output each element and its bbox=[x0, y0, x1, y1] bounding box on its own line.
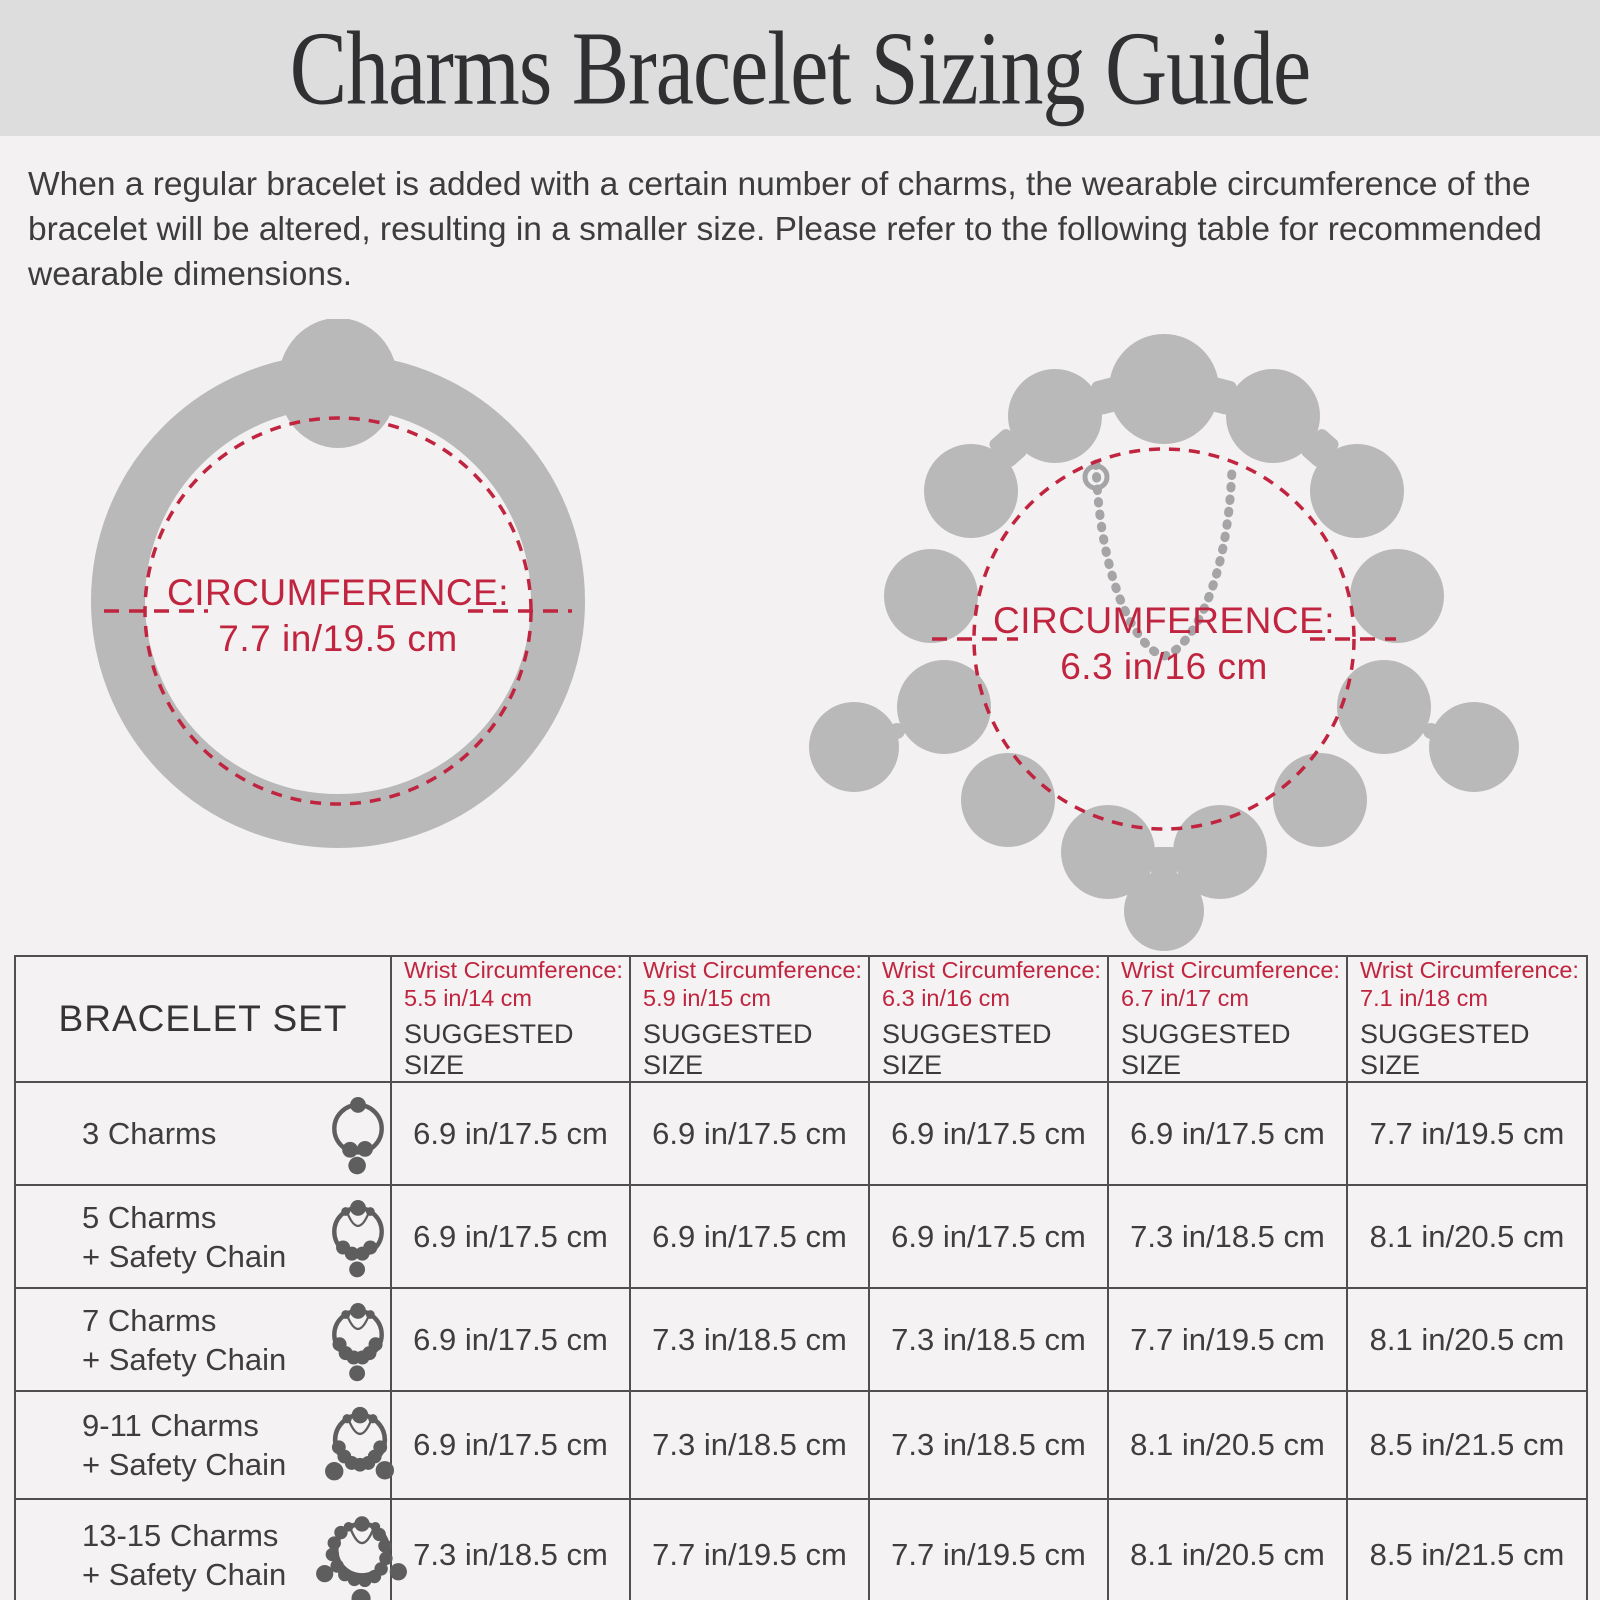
charm-bracelet-illustration: CIRCUMFERENCE: 6.3 in/16 cm bbox=[809, 334, 1519, 951]
dangle-charms bbox=[809, 702, 1519, 951]
plain-bracelet-illustration: CIRCUMFERENCE: 7.7 in/19.5 cm bbox=[91, 319, 585, 848]
clasp-connector-left bbox=[237, 381, 271, 413]
suggested-size-label: SUGGESTED SIZE bbox=[1360, 1019, 1530, 1080]
table-row-9-11-charms: 9-11 Charms + Safety Chain bbox=[14, 1390, 1588, 1500]
size-cell: 7.7 in/19.5 cm bbox=[1107, 1287, 1348, 1392]
bracelet-diagrams: CIRCUMFERENCE: 7.7 in/19.5 cm bbox=[0, 307, 1600, 955]
bracelet-9-11-charms-safety-chain-icon bbox=[314, 1392, 420, 1498]
size-cell: 6.9 in/17.5 cm bbox=[390, 1287, 631, 1392]
intro-paragraph: When a regular bracelet is added with a … bbox=[28, 166, 1542, 293]
size-cell: 7.3 in/18.5 cm bbox=[629, 1390, 870, 1500]
size-cell: 7.3 in/18.5 cm bbox=[629, 1287, 870, 1392]
bracelet-3-charms-icon bbox=[314, 1083, 416, 1184]
safety-chain-hook bbox=[1082, 463, 1110, 491]
suggested-size-label: SUGGESTED SIZE bbox=[1121, 1019, 1291, 1080]
size-cell: 6.9 in/17.5 cm bbox=[629, 1184, 870, 1289]
bracelet-set-cell: 5 Charms + Safety Chain bbox=[14, 1184, 392, 1289]
size-cell: 7.3 in/18.5 cm bbox=[1107, 1184, 1348, 1289]
plain-circumference-label: CIRCUMFERENCE: bbox=[167, 572, 509, 613]
bracelet-set-label: 7 Charms + Safety Chain bbox=[82, 1302, 287, 1377]
size-cell: 8.5 in/21.5 cm bbox=[1346, 1498, 1588, 1600]
bracelet-set-label: 5 Charms + Safety Chain bbox=[82, 1199, 287, 1274]
suggested-size-label: SUGGESTED SIZE bbox=[643, 1019, 813, 1080]
charm-circumference-label: CIRCUMFERENCE: bbox=[993, 600, 1335, 641]
bracelet-set-label: 3 Charms bbox=[82, 1116, 217, 1151]
suggested-size-label: SUGGESTED SIZE bbox=[404, 1019, 574, 1080]
charm-circumference-value: 6.3 in/16 cm bbox=[1060, 646, 1268, 687]
column-header-wrist-18cm: Wrist Circumference: 7.1 in/18 cm SUGGES… bbox=[1346, 955, 1588, 1083]
plain-circumference-value: 7.7 in/19.5 cm bbox=[218, 618, 457, 659]
size-cell: 8.1 in/20.5 cm bbox=[1107, 1498, 1348, 1600]
size-cell: 8.1 in/20.5 cm bbox=[1346, 1287, 1588, 1392]
bracelet-set-label: 13-15 Charms + Safety Chain bbox=[82, 1518, 287, 1592]
size-cell: 7.7 in/19.5 cm bbox=[868, 1498, 1109, 1600]
wrist-circumference-label: Wrist Circumference: 6.7 in/17 cm bbox=[1121, 957, 1340, 1011]
size-cell: 6.9 in/17.5 cm bbox=[390, 1184, 631, 1289]
size-cell: 8.5 in/21.5 cm bbox=[1346, 1390, 1588, 1500]
size-cell: 7.7 in/19.5 cm bbox=[629, 1498, 870, 1600]
wrist-circumference-label: Wrist Circumference: 5.9 in/15 cm bbox=[643, 957, 862, 1011]
bracelet-set-label: 9-11 Charms + Safety Chain bbox=[82, 1408, 287, 1482]
wrist-circumference-label: Wrist Circumference: 5.5 in/14 cm bbox=[404, 957, 623, 1011]
size-cell: 6.9 in/17.5 cm bbox=[868, 1081, 1109, 1186]
wrist-circumference-label: Wrist Circumference: 7.1 in/18 cm bbox=[1360, 957, 1579, 1011]
bracelet-7-charms-safety-chain-icon bbox=[314, 1289, 416, 1390]
charm-beads bbox=[884, 334, 1444, 899]
clasp-connector-right bbox=[406, 381, 440, 413]
table-row-5-charms: 5 Charms + Safety Chain bbox=[14, 1184, 1588, 1289]
title-band: Charms Bracelet Sizing Guide bbox=[0, 0, 1600, 136]
size-cell: 8.1 in/20.5 cm bbox=[1346, 1184, 1588, 1289]
bracelet-set-cell: 3 Charms bbox=[14, 1081, 392, 1186]
suggested-size-label: SUGGESTED SIZE bbox=[882, 1019, 1052, 1080]
bracelet-13-15-charms-safety-chain-icon bbox=[314, 1500, 424, 1600]
size-cell: 6.9 in/17.5 cm bbox=[629, 1081, 870, 1186]
column-header-wrist-17cm: Wrist Circumference: 6.7 in/17 cm SUGGES… bbox=[1107, 955, 1348, 1083]
size-cell: 6.9 in/17.5 cm bbox=[868, 1184, 1109, 1289]
size-cell: 7.7 in/19.5 cm bbox=[1346, 1081, 1588, 1186]
table-row-3-charms: 3 Charms bbox=[14, 1081, 1588, 1186]
column-header-wrist-16cm: Wrist Circumference: 6.3 in/16 cm SUGGES… bbox=[868, 955, 1109, 1083]
bracelet-set-cell: 9-11 Charms + Safety Chain bbox=[14, 1390, 395, 1500]
bracelet-set-cell: 13-15 Charms + Safety Chain bbox=[14, 1498, 407, 1600]
table-row-7-charms: 7 Charms + Safety Chain bbox=[14, 1287, 1588, 1392]
clasp-bead bbox=[278, 319, 398, 448]
column-header-bracelet-set: BRACELET SET bbox=[14, 955, 392, 1083]
safety-chain bbox=[1091, 459, 1237, 661]
column-header-wrist-15cm: Wrist Circumference: 5.9 in/15 cm SUGGES… bbox=[629, 955, 870, 1083]
size-cell: 7.3 in/18.5 cm bbox=[868, 1287, 1109, 1392]
table-header-row: BRACELET SET Wrist Circumference: 5.5 in… bbox=[14, 955, 1588, 1083]
wrist-circumference-label: Wrist Circumference: 6.3 in/16 cm bbox=[882, 957, 1101, 1011]
circumference-dashed-circle bbox=[972, 447, 1356, 831]
sizing-table: BRACELET SET Wrist Circumference: 5.5 in… bbox=[14, 955, 1588, 1600]
size-cell: 7.3 in/18.5 cm bbox=[868, 1390, 1109, 1500]
size-cell: 7.3 in/18.5 cm bbox=[390, 1498, 631, 1600]
column-header-wrist-14cm: Wrist Circumference: 5.5 in/14 cm SUGGES… bbox=[390, 955, 631, 1083]
bracelet-5-charms-safety-chain-icon bbox=[314, 1186, 416, 1287]
size-cell: 6.9 in/17.5 cm bbox=[390, 1390, 631, 1500]
bracelet-set-cell: 7 Charms + Safety Chain bbox=[14, 1287, 392, 1392]
size-cell: 8.1 in/20.5 cm bbox=[1107, 1390, 1348, 1500]
size-cell: 6.9 in/17.5 cm bbox=[390, 1081, 631, 1186]
page-title: Charms Bracelet Sizing Guide bbox=[289, 9, 1311, 127]
table-row-13-15-charms: 13-15 Charms + Safety Chain bbox=[14, 1498, 1588, 1600]
size-cell: 6.9 in/17.5 cm bbox=[1107, 1081, 1348, 1186]
